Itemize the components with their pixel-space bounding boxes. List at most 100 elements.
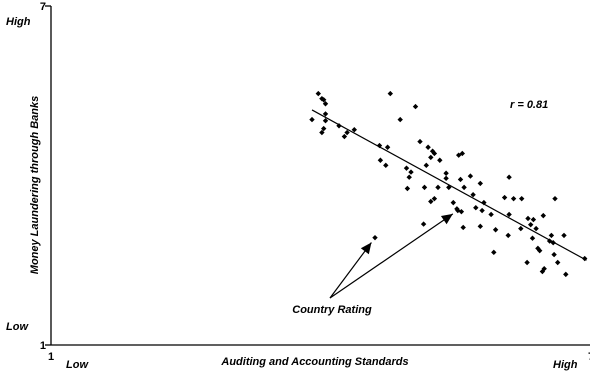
data-point xyxy=(505,232,511,239)
data-point xyxy=(537,247,543,254)
data-point xyxy=(473,205,479,211)
data-point xyxy=(525,215,531,222)
data-point xyxy=(460,224,466,231)
y-high-label: High xyxy=(6,16,31,28)
data-point xyxy=(446,184,452,191)
data-point xyxy=(408,169,414,175)
y-axis-label: Money Laundering through Banks xyxy=(29,96,41,274)
correlation-label: r = 0.81 xyxy=(510,99,548,111)
data-point xyxy=(457,176,464,183)
data-point xyxy=(403,165,410,171)
data-point xyxy=(435,184,441,191)
trendline xyxy=(311,109,587,261)
data-point xyxy=(450,199,456,206)
data-point xyxy=(417,138,423,145)
data-point xyxy=(322,111,329,117)
data-point xyxy=(461,184,467,191)
data-point xyxy=(372,234,378,241)
annotation-arrow-line xyxy=(329,242,372,299)
data-point xyxy=(351,127,357,133)
data-point xyxy=(336,123,342,129)
y-tick-min: 1 xyxy=(40,340,46,352)
data-point xyxy=(412,103,419,110)
data-point xyxy=(551,251,557,258)
data-point xyxy=(533,225,539,232)
data-point xyxy=(501,194,508,201)
data-point xyxy=(519,195,525,202)
data-point xyxy=(470,192,476,198)
x-tick-max: 7 xyxy=(588,351,590,363)
data-point xyxy=(315,90,321,97)
data-point xyxy=(428,154,434,161)
data-point xyxy=(322,101,329,107)
data-point xyxy=(459,150,465,157)
data-point xyxy=(540,212,546,219)
y-tick-max: 7 xyxy=(40,1,46,13)
axes xyxy=(45,5,590,346)
trendline-group xyxy=(311,109,587,261)
data-point xyxy=(322,117,329,124)
data-point xyxy=(506,174,512,180)
data-point xyxy=(561,232,567,239)
data-point xyxy=(582,255,588,262)
data-point xyxy=(467,173,474,179)
data-point xyxy=(309,116,315,123)
x-high-label: High xyxy=(553,359,578,371)
data-point xyxy=(341,133,348,140)
data-point xyxy=(384,144,391,150)
data-point xyxy=(491,249,497,256)
y-low-label: Low xyxy=(6,321,29,333)
data-point xyxy=(563,271,569,278)
data-point xyxy=(479,207,485,214)
data-point xyxy=(518,225,524,232)
data-point xyxy=(529,235,536,241)
data-point xyxy=(506,211,512,218)
data-point xyxy=(481,199,487,206)
data-point xyxy=(552,195,558,202)
data-point xyxy=(321,125,327,132)
data-point xyxy=(492,227,499,233)
data-point xyxy=(443,175,449,182)
data-point xyxy=(510,195,517,202)
data-point xyxy=(404,185,411,192)
data-point xyxy=(528,221,534,228)
data-point xyxy=(423,162,429,169)
data-point xyxy=(488,211,494,218)
data-point xyxy=(530,216,537,223)
annotation-arrow-line xyxy=(329,213,454,299)
x-low-label: Low xyxy=(66,359,89,371)
data-point xyxy=(425,144,431,150)
data-point xyxy=(458,208,465,215)
data-point xyxy=(550,240,556,246)
data-point xyxy=(376,142,383,149)
data-point xyxy=(431,195,438,202)
x-tick-min: 1 xyxy=(48,351,54,363)
data-point xyxy=(377,157,384,163)
data-point xyxy=(546,238,553,244)
data-point xyxy=(431,150,438,157)
x-axis-label: Auditing and Accounting Standards xyxy=(220,356,408,368)
data-point xyxy=(406,174,412,180)
country-rating-annotation: Country Rating xyxy=(292,304,372,316)
data-point xyxy=(383,162,389,169)
data-point xyxy=(387,90,393,97)
data-points xyxy=(309,90,588,278)
annotation-arrowhead xyxy=(360,242,372,255)
data-point xyxy=(344,129,350,136)
annotation-arrows xyxy=(329,213,454,299)
data-point xyxy=(397,116,403,123)
data-point xyxy=(477,180,483,187)
data-point xyxy=(437,157,443,163)
data-point xyxy=(428,198,434,205)
data-point xyxy=(443,170,449,176)
data-point xyxy=(455,207,461,214)
data-point xyxy=(321,97,327,103)
data-point xyxy=(421,184,428,191)
annotation-arrowhead xyxy=(440,213,453,225)
data-point xyxy=(524,259,530,266)
data-point xyxy=(548,232,555,239)
data-point xyxy=(477,223,483,230)
data-point xyxy=(555,259,561,266)
data-point xyxy=(319,129,325,136)
